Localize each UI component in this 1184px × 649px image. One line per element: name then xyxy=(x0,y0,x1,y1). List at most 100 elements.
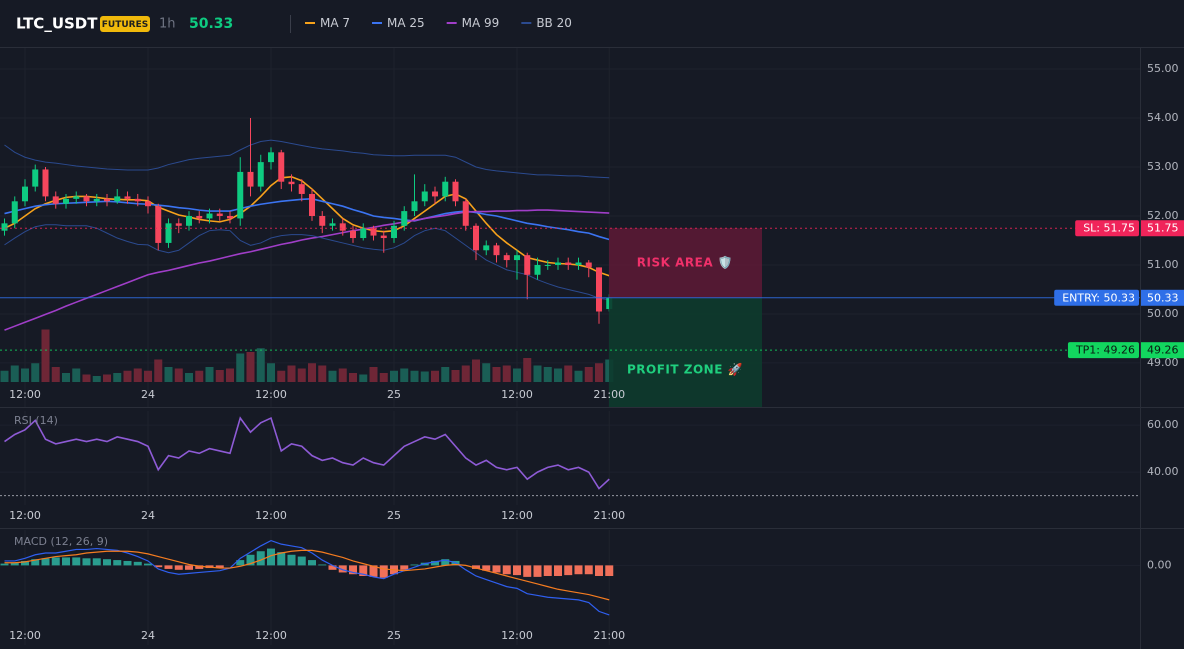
volume-bar xyxy=(113,373,122,382)
candle-body xyxy=(401,211,408,226)
volume-bar xyxy=(492,367,501,382)
y-tick-label: 51.00 xyxy=(1147,258,1179,271)
volume-bar xyxy=(369,367,378,382)
zone xyxy=(609,228,762,298)
level-tag-bg xyxy=(1075,220,1139,237)
candle-body xyxy=(575,262,582,265)
macd-histogram xyxy=(31,559,40,566)
volume-bar xyxy=(502,365,511,382)
x-tick-label: 12:00 xyxy=(255,509,287,522)
x-tick-label: 12:00 xyxy=(9,509,41,522)
candle-body xyxy=(370,228,377,236)
macd-histogram xyxy=(256,551,265,566)
x-tick-label: 12:00 xyxy=(255,388,287,401)
axis-tag: 51.75 xyxy=(1147,222,1179,235)
y-tick-label: 52.00 xyxy=(1147,209,1179,222)
volume-bar xyxy=(482,363,491,382)
indicator-line xyxy=(4,198,610,241)
volume-bar xyxy=(564,365,573,382)
candle-body xyxy=(52,196,59,204)
pane-title: MACD (12, 26, 9) xyxy=(14,535,108,548)
candle-body xyxy=(391,225,397,239)
volume-bar xyxy=(554,368,562,382)
candle-body xyxy=(206,213,213,219)
volume-bar xyxy=(287,365,296,382)
candle-body xyxy=(442,181,449,197)
pane xyxy=(0,530,1140,645)
candle-body xyxy=(493,245,500,256)
candle-body xyxy=(288,181,295,185)
y-tick-label: 53.00 xyxy=(1147,160,1179,173)
macd-histogram xyxy=(21,560,29,566)
macd-histogram xyxy=(267,548,275,566)
candle-body xyxy=(104,198,110,202)
macd-histogram xyxy=(0,563,9,566)
volume-bar xyxy=(195,370,204,382)
pane xyxy=(0,411,1140,505)
volume-bar xyxy=(461,365,470,382)
macd-histogram xyxy=(533,565,542,577)
candle-body xyxy=(524,255,531,275)
macd-histogram xyxy=(123,560,132,566)
volume-bar xyxy=(318,365,327,382)
volume-bar xyxy=(82,374,91,382)
x-tick-label: 12:00 xyxy=(501,629,533,642)
macd-histogram xyxy=(502,565,511,575)
candle-body xyxy=(350,230,356,239)
candle-body xyxy=(411,201,418,212)
macd-histogram xyxy=(62,557,70,566)
volume-bar xyxy=(185,373,193,382)
x-tick-label: 21:00 xyxy=(593,629,625,642)
x-tick-label: 21:00 xyxy=(593,509,625,522)
legend-label: MA 7 xyxy=(320,16,350,30)
candle-body xyxy=(319,215,326,226)
macd-histogram xyxy=(133,561,142,566)
candle-body xyxy=(63,198,69,204)
macd-histogram xyxy=(410,564,419,566)
macd-histogram xyxy=(584,565,593,575)
pane-title: RSI (14) xyxy=(14,414,58,427)
candle-body xyxy=(298,184,305,194)
bollinger-lower xyxy=(4,224,610,301)
macd-histogram xyxy=(82,558,91,566)
macd-histogram xyxy=(277,552,286,566)
volume-bar xyxy=(451,370,460,382)
volume-bar xyxy=(205,367,214,382)
volume-bar xyxy=(174,368,183,382)
macd-histogram xyxy=(554,565,562,576)
last-price: 50.33 xyxy=(189,16,233,32)
macd-histogram xyxy=(318,564,327,566)
interval: 1h xyxy=(159,17,176,32)
level-tag: SL: 51.75 xyxy=(1083,222,1135,235)
candle-body xyxy=(145,201,151,207)
legend-label: MA 99 xyxy=(462,16,500,30)
rsi-line xyxy=(4,416,610,490)
macd-histogram xyxy=(523,565,532,577)
volume-bar xyxy=(144,370,152,382)
volume-bar xyxy=(533,365,542,382)
volume-bar xyxy=(543,367,552,382)
volume-bar xyxy=(390,370,398,382)
volume-bar xyxy=(246,352,255,382)
axis-tag-bg xyxy=(1141,342,1184,359)
volume-bar xyxy=(215,370,224,382)
x-tick-label: 24 xyxy=(141,629,155,642)
x-tick-label: 25 xyxy=(387,509,401,522)
candle-body xyxy=(534,264,541,275)
volume-bar xyxy=(267,363,275,382)
macd-histogram xyxy=(369,565,378,577)
candle-body xyxy=(473,225,479,251)
volume-bar xyxy=(10,365,19,382)
volume-bar xyxy=(0,370,9,382)
volume-bar xyxy=(379,373,388,382)
y-tick-label: 49.00 xyxy=(1147,356,1179,369)
x-tick-label: 24 xyxy=(141,509,155,522)
candle-body xyxy=(175,223,182,226)
legend-label: MA 25 xyxy=(387,16,425,30)
candle-body xyxy=(309,193,315,216)
volume-bar xyxy=(349,373,357,382)
volume-bar xyxy=(584,367,593,382)
